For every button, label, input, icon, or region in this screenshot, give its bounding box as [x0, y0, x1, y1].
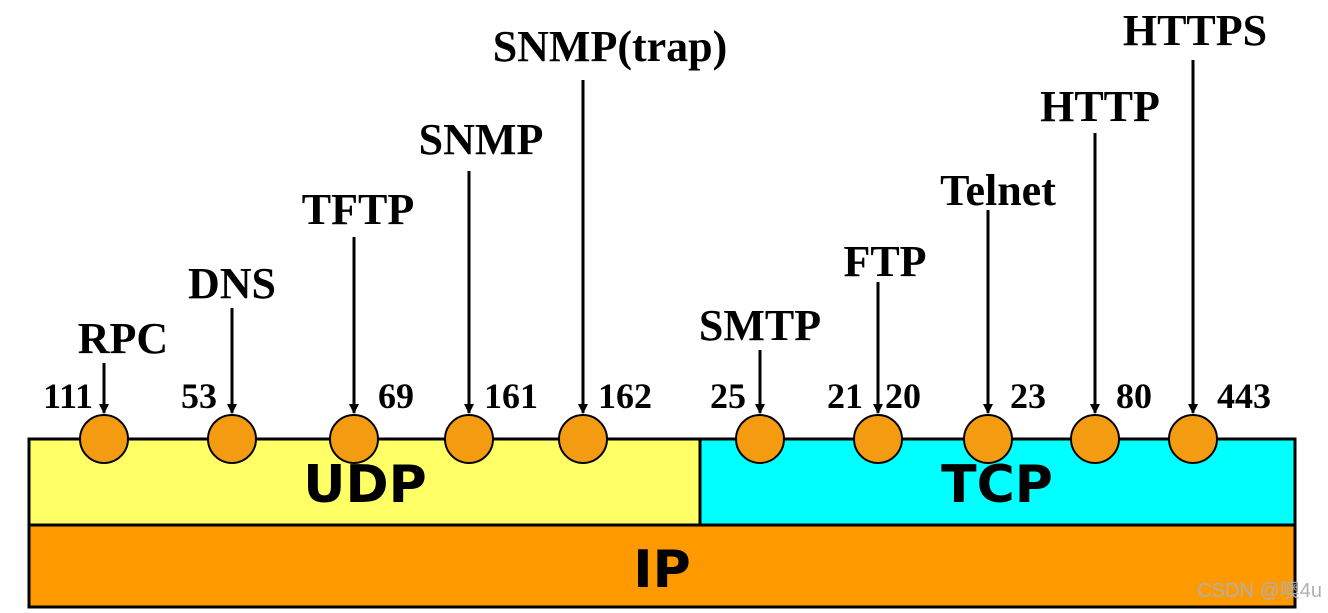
- port-number-162: 162: [598, 376, 652, 416]
- port-number-80: 80: [1116, 376, 1152, 416]
- port-circle-http: [1070, 414, 1120, 464]
- protocol-smtp: SMTP 25: [699, 301, 821, 464]
- protocol-label-telnet: Telnet: [940, 166, 1056, 215]
- protocol-snmp: SNMP 161: [419, 115, 544, 464]
- protocol-snmp-trap: SNMP(trap) 162: [493, 22, 728, 464]
- ip-layer-box: [27, 523, 1297, 609]
- port-circle-smtp: [735, 414, 785, 464]
- port-circle-snmp: [444, 414, 494, 464]
- watermark: CSDN @噢4u: [1197, 579, 1322, 602]
- protocol-label-smtp: SMTP: [699, 301, 821, 350]
- protocol-http: HTTP 80: [1040, 82, 1160, 464]
- port-number-23: 23: [1010, 376, 1046, 416]
- protocol-label-tftp: TFTP: [302, 185, 414, 234]
- ip-layer-label: IP: [633, 540, 690, 600]
- protocol-label-dns: DNS: [188, 259, 276, 308]
- protocol-rpc: RPC 111: [43, 314, 168, 464]
- protocol-label-rpc: RPC: [78, 314, 168, 363]
- tcp-layer-label: TCP: [941, 455, 1053, 515]
- port-number-53: 53: [181, 376, 217, 416]
- port-circle-https: [1168, 414, 1218, 464]
- protocol-label-https: HTTPS: [1123, 6, 1267, 55]
- protocol-telnet: Telnet 23: [940, 166, 1056, 464]
- port-number-21: 21: [827, 376, 863, 416]
- port-circle-snmp-trap: [558, 414, 608, 464]
- protocol-label-snmp: SNMP: [419, 115, 544, 164]
- protocol-dns: DNS 53: [181, 259, 276, 464]
- protocol-label-http: HTTP: [1040, 82, 1160, 131]
- port-number-161: 161: [484, 376, 538, 416]
- port-circle-tftp: [329, 414, 379, 464]
- port-circle-telnet: [963, 414, 1013, 464]
- port-circle-ftp: [853, 414, 903, 464]
- protocol-tftp: TFTP 69: [302, 185, 414, 464]
- protocol-ftp: FTP 21 20: [827, 237, 927, 464]
- port-number-20: 20: [885, 376, 921, 416]
- protocol-label-ftp: FTP: [843, 237, 926, 286]
- protocol-https: HTTPS 443: [1123, 6, 1271, 464]
- port-circle-rpc: [79, 414, 129, 464]
- port-number-111: 111: [43, 376, 93, 416]
- udp-layer-label: UDP: [303, 455, 427, 515]
- port-number-69: 69: [378, 376, 414, 416]
- port-number-443: 443: [1217, 376, 1271, 416]
- protocol-label-snmp-trap: SNMP(trap): [493, 22, 728, 71]
- port-number-25: 25: [710, 376, 746, 416]
- port-circle-dns: [207, 414, 257, 464]
